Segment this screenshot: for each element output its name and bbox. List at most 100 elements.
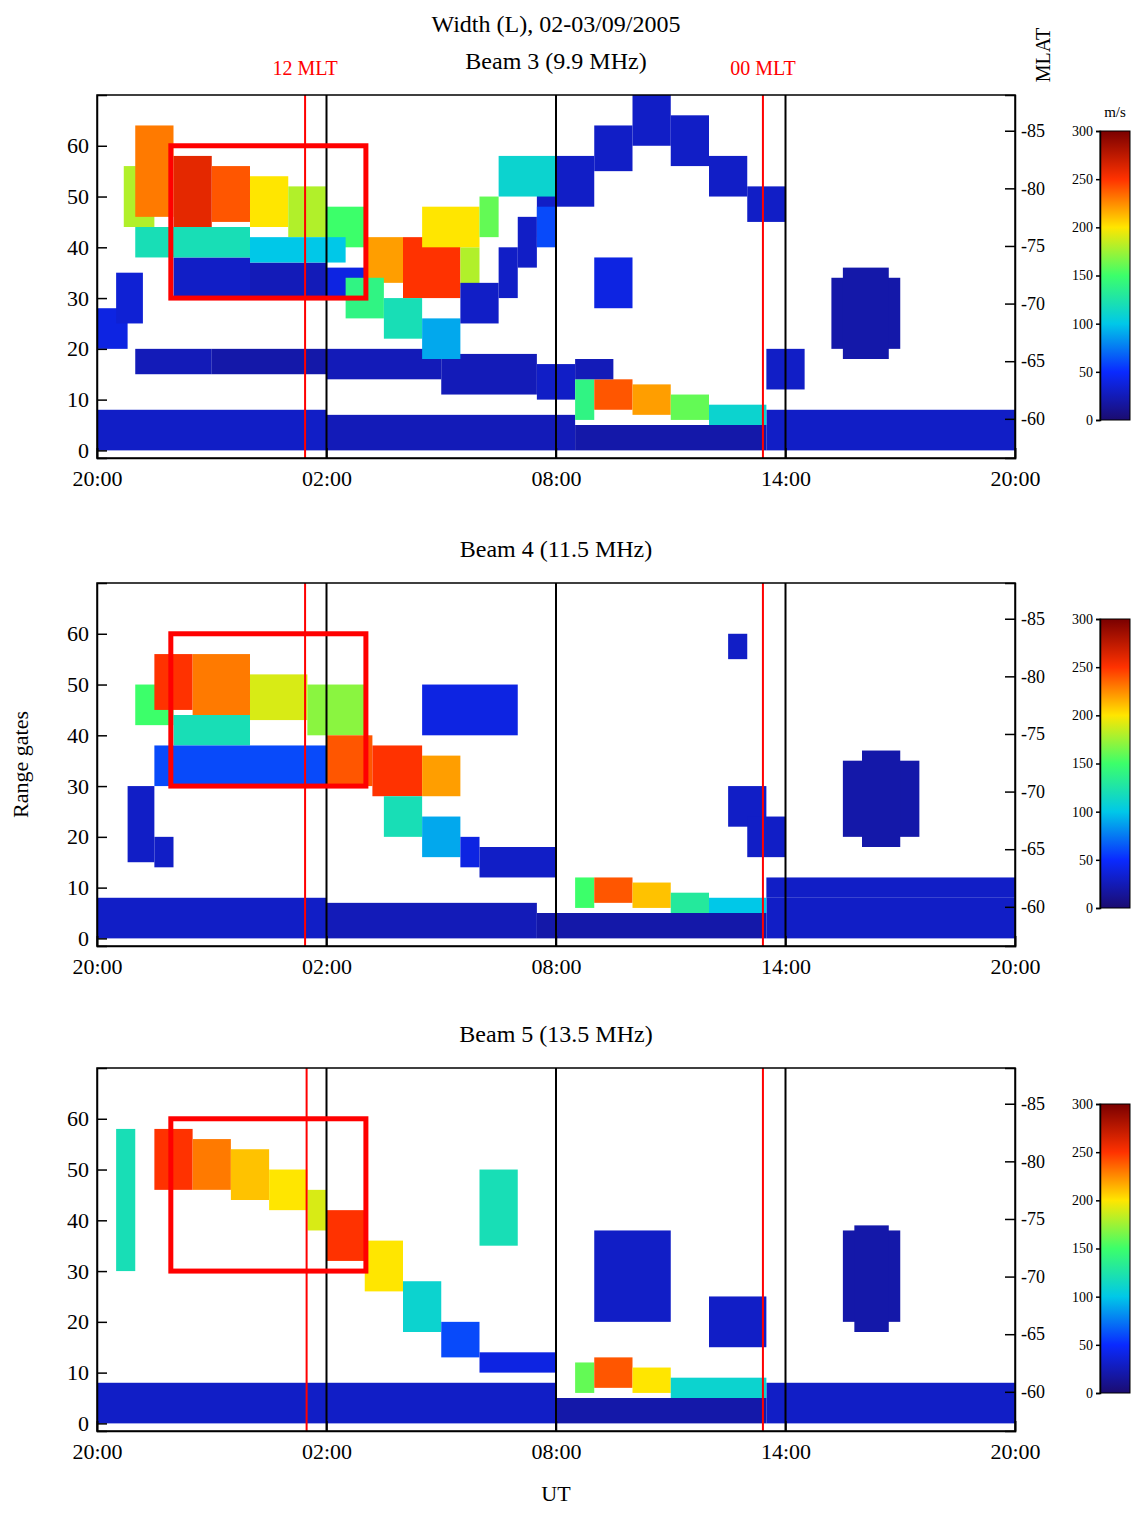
axis: 0102030405060 (67, 1069, 107, 1436)
tick-label: 20:00 (990, 466, 1040, 491)
figure-title: Width (L), 02-03/09/2005 (432, 11, 681, 37)
tick: -70 (1005, 294, 1045, 314)
tick: 200 (1072, 220, 1100, 235)
tick-mark (1096, 420, 1100, 422)
cell (154, 837, 173, 867)
tick: 300 (1072, 124, 1100, 139)
tick-mark (1096, 667, 1100, 669)
tick-mark (1005, 1219, 1015, 1221)
cell (766, 410, 1015, 451)
tick-label: 20:00 (72, 466, 122, 491)
tick-mark (97, 298, 107, 300)
tick-label: 40 (67, 1208, 89, 1233)
tick-mark (1005, 1334, 1015, 1336)
axis: 0102030405060 (67, 584, 107, 951)
tick-label: 0 (78, 438, 89, 463)
tick-mark (556, 448, 558, 458)
tick-label: -85 (1021, 121, 1045, 141)
tick-mark (785, 1421, 787, 1431)
tick-mark (97, 837, 107, 839)
cell (575, 877, 594, 907)
tick: -80 (1005, 179, 1045, 199)
cell (633, 1368, 671, 1393)
tick: 50 (67, 672, 107, 697)
cell (135, 227, 250, 257)
cell (480, 1352, 557, 1372)
tick-label: 02:00 (302, 954, 352, 979)
tick-mark (1096, 763, 1100, 765)
tick-label: 10 (67, 1360, 89, 1385)
cell (709, 898, 766, 913)
tick: -60 (1005, 1382, 1045, 1402)
cell (116, 1129, 135, 1271)
cell (594, 877, 632, 902)
tick-mark (1096, 860, 1100, 862)
cell (212, 166, 250, 222)
axis-line (98, 448, 1016, 459)
tick: 30 (67, 286, 107, 311)
axis-line (1096, 132, 1101, 421)
tick: 08:00 (531, 936, 581, 979)
tick: 50 (1079, 853, 1100, 868)
cell (594, 379, 632, 409)
cell (460, 837, 479, 867)
time-marker (304, 95, 306, 458)
axis: 050100150200250300 (1072, 612, 1101, 916)
axis-line (98, 936, 1016, 947)
tick-label: 200 (1072, 1193, 1093, 1208)
tick-label: 250 (1072, 660, 1093, 675)
tick-mark (1096, 275, 1100, 277)
tick-mark (326, 1421, 328, 1431)
time-marker (555, 1068, 557, 1431)
tick: -75 (1005, 1209, 1045, 1229)
tick-label: -80 (1021, 1152, 1045, 1172)
axis: 050100150200250300 (1072, 124, 1101, 428)
x-axis-title: UT (541, 1481, 571, 1506)
time-marker (762, 95, 764, 458)
tick: 08:00 (531, 448, 581, 491)
axis-line (98, 96, 108, 459)
cell (671, 1378, 767, 1398)
axis-line (1005, 96, 1016, 459)
tick-mark (1005, 1392, 1015, 1394)
tick-mark (97, 938, 107, 940)
cell (403, 1281, 441, 1332)
tick: 30 (67, 774, 107, 799)
time-marker (785, 583, 787, 946)
tick-label: 20:00 (72, 1439, 122, 1464)
tick-label: -60 (1021, 1382, 1045, 1402)
tick: 100 (1072, 1290, 1100, 1305)
axis-line (1005, 1069, 1016, 1432)
cell (709, 405, 766, 425)
tick-mark (1005, 618, 1015, 620)
tick-label: -65 (1021, 351, 1045, 371)
tick-mark (1005, 246, 1015, 248)
tick-label: 0 (1086, 1386, 1093, 1401)
tick: 10 (67, 387, 107, 412)
cell (128, 786, 155, 862)
time-marker (555, 95, 557, 458)
tick-mark (1005, 907, 1015, 909)
tick-label: -75 (1021, 236, 1045, 256)
cell (854, 1225, 888, 1332)
cell (594, 1230, 671, 1321)
tick-mark (326, 936, 328, 946)
tick: 100 (1072, 317, 1100, 332)
tick-mark (97, 146, 107, 148)
tick: -65 (1005, 351, 1045, 371)
tick-label: 20 (67, 824, 89, 849)
tick: 150 (1072, 756, 1100, 771)
axis-line (98, 584, 108, 947)
tick-label: 0 (1086, 901, 1093, 916)
axis: -85-80-75-70-65-60 (1005, 96, 1045, 459)
tick: 20 (67, 1309, 107, 1334)
tick-label: 02:00 (302, 1439, 352, 1464)
tick-label: -85 (1021, 1094, 1045, 1114)
cell (250, 263, 327, 299)
tick-mark (556, 1421, 558, 1431)
tick-mark (97, 450, 107, 452)
cell (441, 354, 537, 395)
tick: -85 (1005, 609, 1045, 629)
cell (212, 349, 327, 374)
tick-mark (1005, 1276, 1015, 1278)
